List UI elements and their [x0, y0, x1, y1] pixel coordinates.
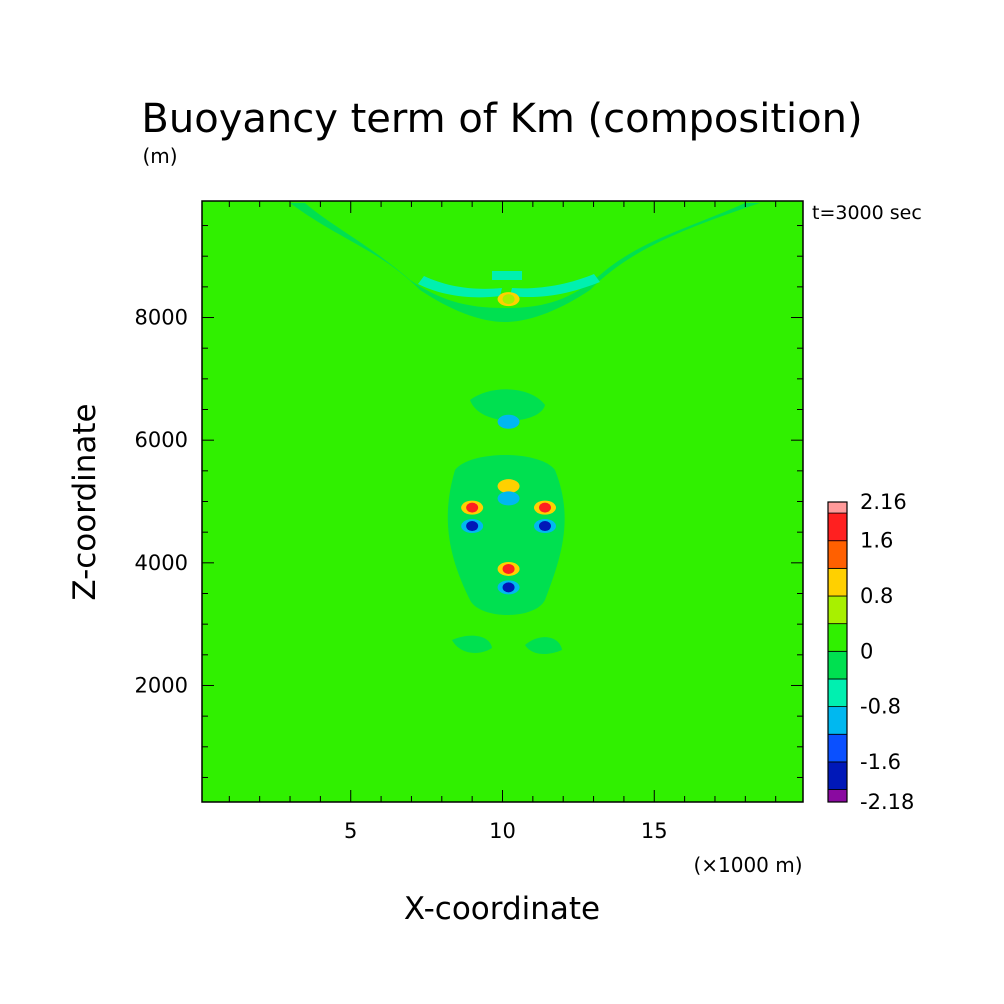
low-band-right	[525, 637, 562, 655]
feature-core-5	[538, 521, 551, 532]
x-tick-label: 15	[641, 819, 668, 843]
chart-title: Buoyancy term of Km (composition)	[141, 96, 862, 142]
y-tick-label: 2000	[135, 673, 188, 697]
x-tick-label: 5	[344, 819, 357, 843]
feature-core-7	[502, 493, 515, 504]
colorbar-label: -2.18	[860, 790, 914, 814]
colorbar: 2.16 1.6 0.8 0 -0.8 -1.6 -2.18	[827, 490, 914, 814]
plot-area	[201, 200, 804, 803]
feature-core-8	[502, 416, 515, 427]
colorbar-segment	[827, 650, 848, 680]
y-axis-label: Z-coordinate	[67, 403, 103, 600]
low-band-left	[452, 635, 492, 653]
colorbar-segment	[827, 623, 848, 652]
y-unit-label: (m)	[142, 144, 177, 168]
arc-band-right	[510, 274, 600, 298]
colorbar-segment	[827, 761, 848, 790]
feature-core-0	[502, 563, 515, 574]
colorbar-label: 1.6	[860, 529, 893, 553]
colorbar-segment	[827, 595, 848, 625]
x-unit-label: (×1000 m)	[693, 853, 802, 877]
arc-band-left	[418, 276, 502, 298]
feature-core-6	[502, 481, 515, 492]
feature-core-4	[466, 521, 479, 532]
colorbar-segment	[827, 678, 848, 708]
colorbar-label: -1.6	[860, 750, 901, 774]
y-axis: 2000 4000 6000 8000	[135, 225, 803, 778]
time-label: t=3000 sec	[812, 202, 922, 224]
x-tick-label: 10	[489, 819, 516, 843]
feature-core-1	[502, 582, 515, 593]
colorbar-label: 2.16	[860, 490, 907, 514]
mid-band	[470, 389, 545, 421]
y-tick-label: 8000	[135, 306, 188, 330]
colorbar-segment	[827, 789, 848, 803]
feature-core-9	[502, 294, 515, 305]
feature-core-3	[538, 502, 551, 513]
colorbar-segment	[827, 501, 848, 514]
colorbar-label: 0	[860, 639, 873, 663]
colorbar-label: 0.8	[860, 584, 893, 608]
colorbar-label: -0.8	[860, 695, 901, 719]
y-tick-label: 4000	[135, 551, 188, 575]
colorbar-segment	[827, 540, 848, 569]
x-axis: 5 10 15	[228, 201, 777, 843]
colorbar-segment	[827, 733, 848, 763]
central-column-band	[447, 455, 565, 615]
feature-core-2	[466, 502, 479, 513]
colorbar-segment	[827, 706, 848, 735]
x-axis-label: X-coordinate	[404, 891, 600, 927]
arc-top-band	[492, 271, 522, 280]
colorbar-segment	[827, 567, 848, 597]
colorbar-segment	[827, 512, 848, 542]
colorbar-frame	[827, 501, 848, 803]
y-tick-label: 6000	[135, 428, 188, 452]
